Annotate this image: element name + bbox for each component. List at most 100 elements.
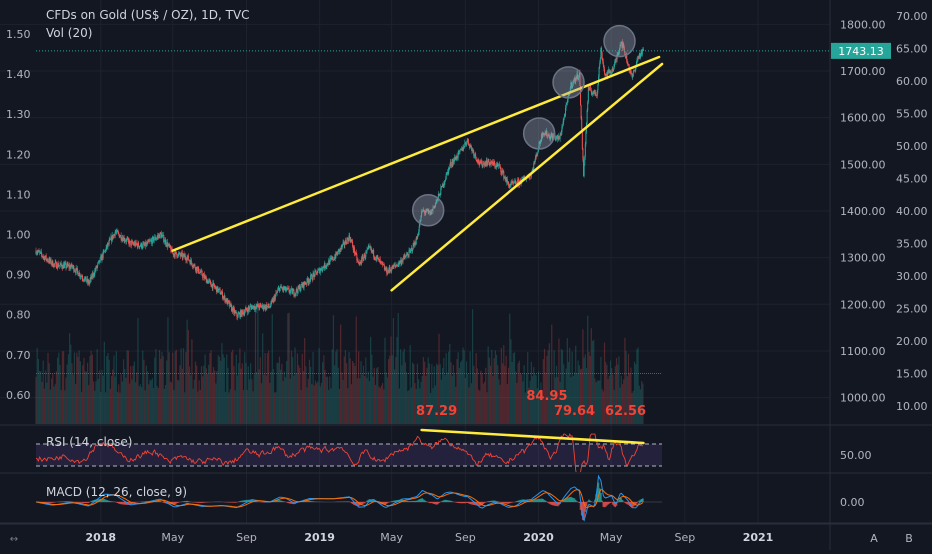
volume-bar — [491, 350, 492, 434]
volume-bar — [306, 387, 307, 434]
volume-bar — [117, 392, 118, 434]
volume-bar — [402, 352, 403, 434]
volume-bar — [634, 362, 635, 434]
macd-histogram-bar — [586, 502, 588, 506]
volume-bar — [196, 366, 197, 434]
volume-bar — [510, 339, 511, 434]
volume-bar — [274, 392, 275, 434]
volume-bar — [365, 358, 366, 434]
volume-bar — [308, 379, 309, 434]
volume-bar — [262, 334, 263, 434]
volume-bar — [396, 337, 397, 434]
highlight-circle-3[interactable] — [604, 26, 635, 57]
volume-bar — [50, 390, 51, 434]
volume-bar — [275, 392, 276, 434]
volume-bar — [251, 379, 252, 434]
volume-bar — [104, 342, 105, 434]
volume-bar — [92, 355, 93, 434]
volume-bar — [206, 368, 207, 434]
volume-bar — [272, 314, 273, 434]
candle-body — [476, 157, 477, 160]
volume-bar — [380, 388, 381, 434]
volume-bar — [110, 389, 111, 434]
volume-bar — [366, 378, 367, 434]
volume-bar — [335, 352, 336, 434]
volume-bar — [449, 344, 450, 434]
volume-bar — [302, 354, 303, 434]
volume-bar — [442, 368, 443, 434]
volume-bar — [101, 370, 102, 434]
volume-bar — [173, 390, 174, 434]
price-tick-label: 1400.00 — [840, 205, 886, 218]
candle-body — [164, 241, 165, 242]
highlight-circle-2[interactable] — [553, 67, 584, 98]
last-price-value: 1743.13 — [838, 45, 884, 58]
volume-bar — [437, 365, 438, 434]
volume-bar — [105, 392, 106, 434]
volume-bar — [369, 381, 370, 434]
highlight-circle-1[interactable] — [524, 118, 555, 149]
volume-bar — [273, 369, 274, 434]
left-scale-tick-label: 1.10 — [6, 188, 31, 201]
volume-bar — [496, 355, 497, 434]
volume-bar — [75, 384, 76, 434]
volume-bar — [97, 349, 98, 434]
trendline-0[interactable] — [173, 57, 659, 251]
volume-bar — [323, 355, 324, 434]
volume-tick-label: 60.00 — [896, 75, 928, 88]
highlight-circle-0[interactable] — [413, 195, 444, 226]
trendline-1[interactable] — [392, 64, 662, 290]
volume-bar — [390, 337, 391, 434]
volume-bar — [205, 355, 206, 434]
volume-bar — [279, 357, 280, 434]
candle-body — [587, 110, 588, 123]
rsi-trendline[interactable] — [422, 430, 644, 443]
volume-bar — [404, 349, 405, 434]
volume-bar — [347, 388, 348, 434]
volume-bar — [522, 382, 523, 434]
volume-bar — [152, 378, 153, 434]
left-scale-tick-label: 1.40 — [6, 68, 31, 81]
price-tick-label: 1800.00 — [840, 18, 886, 31]
volume-bar — [221, 343, 222, 434]
volume-bar — [312, 352, 313, 434]
volume-bar — [489, 358, 490, 434]
volume-bar — [630, 368, 631, 434]
volume-bar — [167, 317, 168, 434]
volume-bar — [193, 389, 194, 434]
volume-bar — [579, 365, 580, 434]
volume-bar — [59, 365, 60, 434]
volume-bar — [483, 384, 484, 434]
volume-bar — [37, 348, 38, 434]
volume-bar — [318, 348, 319, 434]
volume-bar — [109, 360, 110, 434]
volume-bar — [434, 366, 435, 434]
volume-bar — [345, 350, 346, 434]
volume-bar — [578, 360, 579, 434]
volume-bar — [602, 389, 603, 434]
axis-button-label: A — [870, 532, 878, 545]
volume-bar — [125, 378, 126, 434]
volume-bar — [234, 391, 235, 434]
volume-bar — [290, 379, 291, 434]
volume-bar — [459, 368, 460, 434]
volume-bar — [426, 368, 427, 434]
volume-bar — [473, 366, 474, 434]
volume-bar — [468, 387, 469, 434]
volume-bar — [593, 340, 594, 434]
volume-bar — [236, 355, 237, 434]
volume-bar — [381, 385, 382, 434]
volume-tick-label: 65.00 — [896, 43, 928, 56]
volume-bar — [140, 384, 141, 434]
volume-bar — [88, 385, 89, 434]
volume-bar — [223, 354, 224, 434]
volume-bar — [269, 383, 270, 434]
volume-bar — [171, 382, 172, 434]
volume-bar — [70, 345, 71, 434]
volume-bar — [170, 381, 171, 434]
volume-bar — [599, 380, 600, 434]
volume-bar — [490, 366, 491, 434]
volume-bar — [558, 339, 559, 434]
